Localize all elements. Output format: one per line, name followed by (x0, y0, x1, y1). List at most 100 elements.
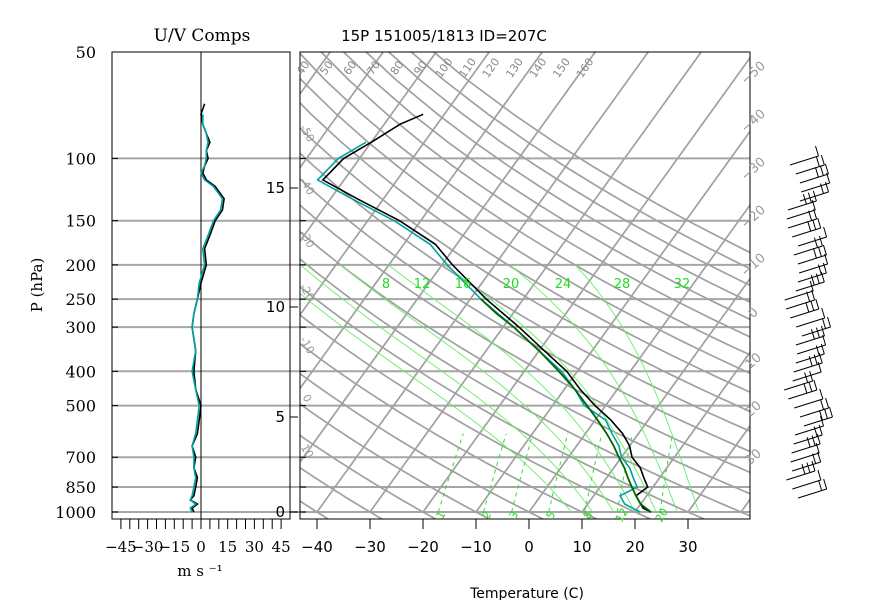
wind-barb-feather (819, 481, 822, 491)
wind-barb-staff (800, 174, 829, 183)
wind-barb-feather (822, 308, 825, 318)
wind-barb-staff (801, 183, 830, 192)
wind-barb-feather (814, 380, 817, 390)
temperature-tick-label: 10 (572, 538, 591, 556)
wind-barb-staff (798, 255, 827, 264)
wind-barb-feather (807, 463, 810, 473)
moist-adiabat-line (445, 265, 656, 512)
moist-adiabat-label: 12 (414, 277, 431, 292)
isotherm-line (794, 52, 887, 512)
mixing-ratio-label: 1 (434, 509, 449, 522)
wind-barb-staff (794, 399, 823, 408)
dry-adiabat-label: 110 (456, 56, 479, 81)
wind-barb-feather (812, 461, 815, 471)
pressure-tick-label: 250 (65, 290, 96, 309)
wind-barb-feather (818, 218, 821, 228)
wind-barb-feather (823, 319, 826, 329)
wind-barb-staff (797, 345, 826, 354)
dry-adiabat-label: 40 (294, 59, 313, 78)
uv-x-tick-label: 15 (218, 538, 237, 556)
isotherm-label-right: −50 (738, 59, 768, 89)
uv-series (190, 104, 224, 512)
wind-barb-staff (790, 309, 819, 318)
dry-adiabat-line (0, 36, 436, 520)
wind-barb-feather (821, 400, 824, 410)
temperature-tick-label: −40 (301, 538, 333, 556)
moist-adiabat-label: 16 (455, 277, 472, 292)
uv-x-tick-label: 30 (245, 538, 264, 556)
uv-wind-trace (190, 114, 222, 512)
mixing-ratio-label: 8 (581, 509, 596, 522)
uv-x-tick-label: 0 (196, 538, 206, 556)
dry-adiabat-line (130, 36, 812, 520)
wind-barb-staff (795, 426, 824, 435)
pressure-tick-label: 850 (65, 478, 96, 497)
mixing-ratio-label: 2 (480, 509, 495, 522)
wind-barb-staff (784, 381, 813, 390)
wind-barb-feather (821, 155, 824, 165)
wind-barb-staff (796, 336, 825, 345)
pressure-tick-label: 50 (76, 43, 96, 62)
uv-x-tick-label: 45 (272, 538, 291, 556)
wind-barb-staff (792, 228, 821, 237)
mixing-ratio-label: 5 (544, 509, 559, 522)
wind-barb-staff (792, 444, 821, 453)
pressure-tick-label: 150 (65, 212, 96, 231)
wind-barb-feather (813, 454, 816, 464)
uv-y-axis-title: P (hPa) (28, 258, 46, 313)
wind-barb-feather (818, 470, 821, 480)
wind-barb-staff (796, 165, 825, 174)
pressure-tick-label: 500 (65, 397, 96, 416)
wind-barb-staff (788, 201, 817, 210)
isotherm-label-left: 0 (300, 392, 315, 405)
wind-barb-feather (811, 301, 814, 311)
mixing-ratio-label: 20 (653, 506, 671, 525)
wind-barb-feather (819, 236, 822, 246)
skewt-title: 15P 151005/1813 ID=207C (341, 27, 547, 45)
height-km-label: 5 (275, 408, 285, 426)
wind-barb-staff (796, 318, 825, 327)
wind-barb-feather (814, 238, 817, 248)
wind-barb-staff (798, 489, 827, 498)
wind-barb-staff (786, 300, 815, 309)
wind-barb-staff (788, 219, 817, 228)
uv-x-axis-title: m s ⁻¹ (177, 562, 222, 580)
temperature-tick-label: −30 (354, 538, 386, 556)
dry-adiabat-label: 150 (550, 56, 573, 81)
pressure-tick-label: 700 (65, 448, 96, 467)
wind-barb-feather (829, 407, 832, 417)
isotherm-line (211, 52, 542, 512)
wind-barbs (784, 146, 832, 498)
moist-adiabat-label: 32 (674, 277, 691, 292)
wind-barb-staff (796, 282, 825, 291)
wind-barb-feather (811, 329, 814, 339)
wind-barb-feather (806, 302, 809, 312)
temperature-tick-label: 0 (524, 538, 534, 556)
isotherm-line (0, 52, 118, 512)
wind-barb-feather (824, 409, 827, 419)
dry-adiabat-label: 130 (503, 56, 526, 81)
wind-barb-staff (788, 390, 817, 399)
wind-barb-feather (820, 166, 823, 176)
isotherm-line (0, 52, 171, 512)
wind-barb-staff (799, 264, 828, 273)
wind-barb-feather (824, 227, 827, 237)
isotherm-line (317, 52, 648, 512)
moist-adiabat-label: 28 (614, 277, 631, 292)
wind-barb-feather (820, 389, 823, 399)
dry-adiabat-label: 140 (527, 56, 550, 81)
wind-barb-feather (816, 299, 819, 309)
mixing-ratio-line (512, 434, 533, 512)
height-km-label: 15 (266, 179, 285, 197)
wind-barb-feather (802, 464, 805, 474)
uv-panel-title: U/V Comps (154, 26, 251, 46)
isotherm-label-right: −20 (738, 203, 768, 233)
wind-barb-feather (804, 383, 807, 393)
pressure-tick-label: 300 (65, 318, 96, 337)
isotherm-label-right: −10 (738, 251, 768, 281)
moist-adiabat-label: 24 (555, 277, 572, 292)
mixing-ratio-line (438, 434, 463, 512)
temperature-tick-label: −10 (460, 538, 492, 556)
pressure-tick-label: 1000 (55, 503, 96, 522)
